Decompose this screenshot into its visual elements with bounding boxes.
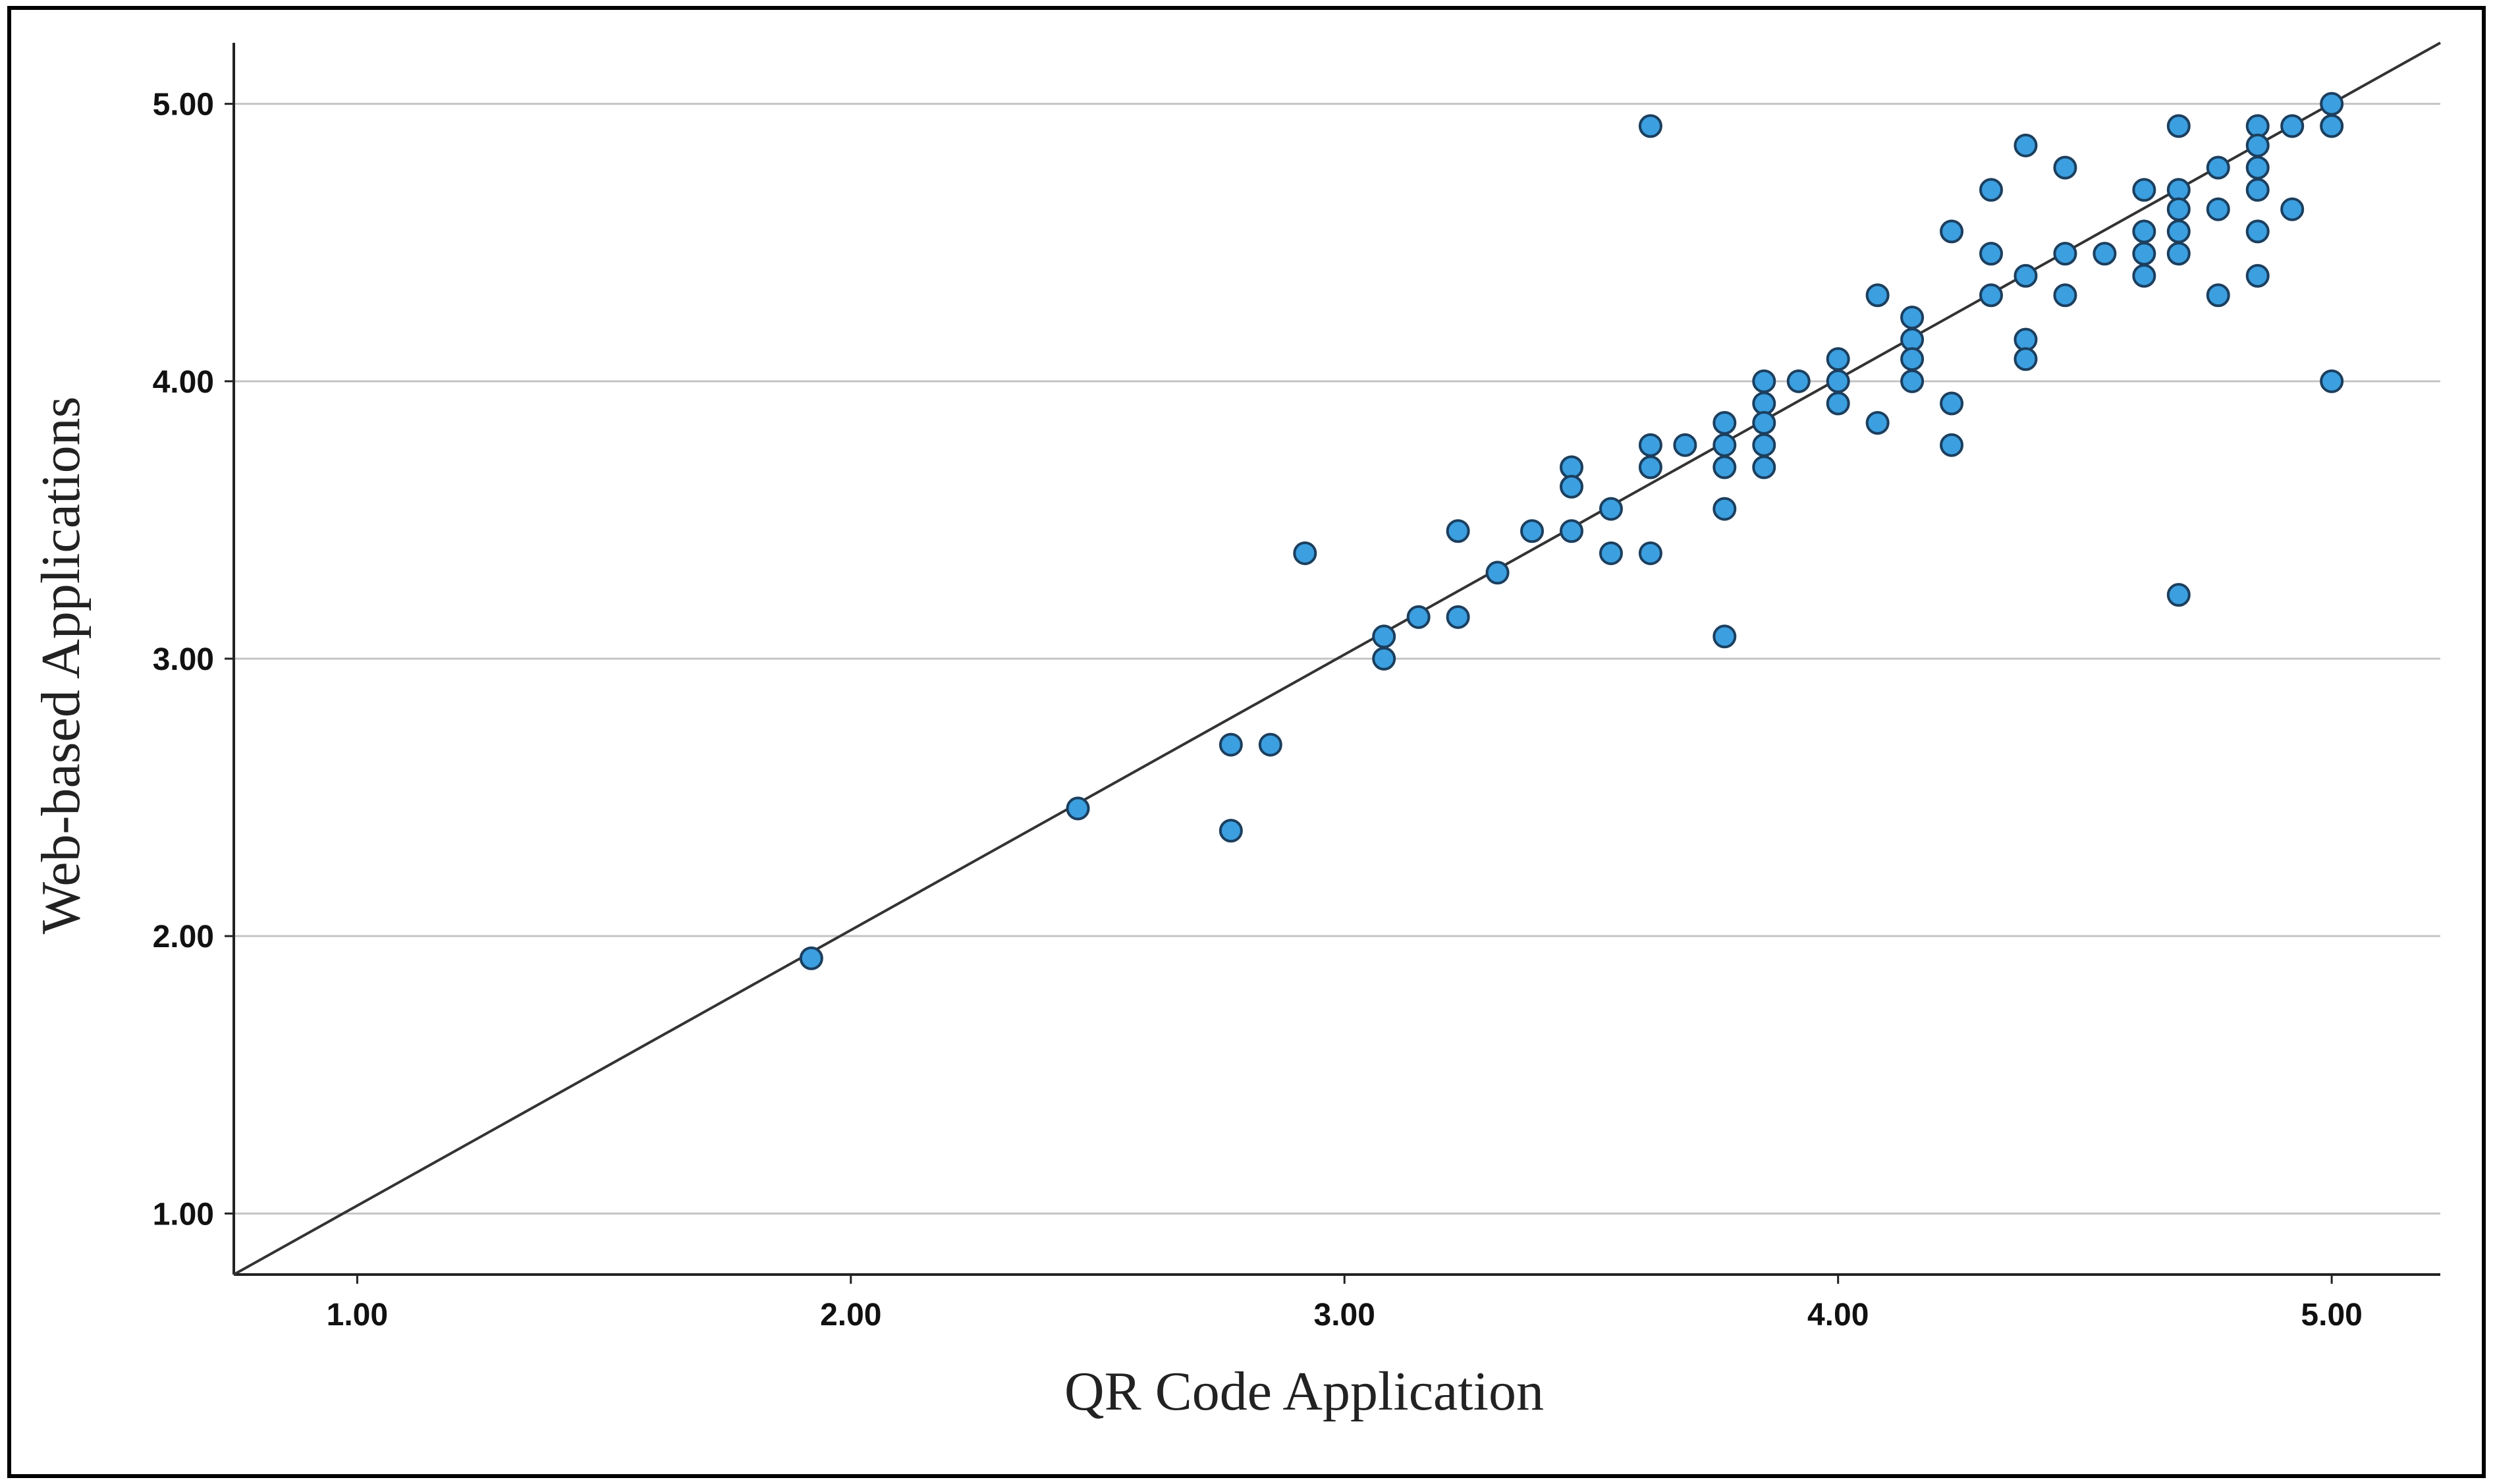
data-point-9: [1446, 605, 1470, 629]
data-point-48: [1979, 283, 2004, 308]
data-point-51: [2014, 327, 2038, 352]
data-point-58: [2132, 219, 2156, 244]
data-point-22: [1673, 433, 1697, 457]
data-point-67: [2206, 155, 2230, 180]
data-point-60: [2132, 263, 2156, 288]
data-point-50: [2014, 263, 2038, 288]
data-point-37: [1865, 283, 1890, 308]
data-point-72: [2245, 155, 2270, 180]
x-axis-ticks: 1.00 2.00 3.00 4.00 5.00: [327, 1275, 2363, 1333]
data-point-29: [1752, 391, 1776, 416]
data-point-31: [1752, 433, 1776, 457]
data-point-32: [1752, 455, 1776, 480]
data-point-46: [1979, 178, 2004, 202]
data-point-45: [1940, 433, 1964, 457]
data-point-30: [1752, 411, 1776, 435]
data-point-64: [2166, 219, 2191, 244]
data-point-57: [2132, 178, 2156, 202]
x-tick-label-3: 4.00: [1807, 1298, 1869, 1333]
y-axis-ticks: 1.00 2.00 3.00 4.00 5.00: [153, 88, 234, 1232]
data-point-80: [2320, 369, 2344, 393]
y-tick-label-4: 5.00: [153, 88, 214, 123]
figure-frame: [7, 6, 2486, 1478]
data-point-35: [1826, 369, 1850, 393]
data-point-0: [799, 946, 823, 970]
data-point-5: [1293, 541, 1317, 565]
data-point-39: [1900, 305, 1925, 329]
y-tick-label-2: 3.00: [153, 642, 214, 677]
data-point-75: [2245, 263, 2270, 288]
data-point-78: [2320, 92, 2344, 116]
data-point-71: [2245, 133, 2270, 157]
data-point-16: [1599, 497, 1623, 521]
y-tick-label-0: 1.00: [153, 1197, 214, 1232]
data-point-41: [1900, 347, 1925, 371]
data-point-19: [1638, 433, 1662, 457]
data-points: [799, 92, 2344, 970]
data-point-42: [1900, 369, 1925, 393]
data-point-38: [1865, 411, 1890, 435]
data-point-3: [1258, 732, 1282, 757]
data-point-33: [1786, 369, 1811, 393]
x-tick-label-1: 2.00: [820, 1298, 881, 1333]
x-tick-label-0: 1.00: [327, 1298, 388, 1333]
data-point-44: [1940, 391, 1964, 416]
data-point-10: [1446, 519, 1470, 543]
data-point-56: [2093, 242, 2117, 266]
data-point-14: [1559, 474, 1583, 499]
data-point-59: [2132, 242, 2156, 266]
data-point-24: [1712, 433, 1737, 457]
data-point-40: [1900, 327, 1925, 352]
data-point-12: [1520, 519, 1545, 543]
data-point-1: [1066, 796, 1090, 821]
data-point-28: [1752, 369, 1776, 393]
data-point-11: [1485, 561, 1510, 585]
data-point-55: [2053, 283, 2077, 308]
data-point-8: [1406, 605, 1431, 629]
y-axis-title: Web-based Applications: [30, 397, 92, 935]
data-point-2: [1219, 732, 1243, 757]
data-point-79: [2320, 114, 2344, 138]
data-point-76: [2280, 114, 2305, 138]
y-tick-label-1: 2.00: [153, 920, 214, 954]
data-point-74: [2245, 219, 2270, 244]
x-tick-label-2: 3.00: [1314, 1298, 1375, 1333]
data-point-25: [1712, 455, 1737, 480]
data-point-69: [2206, 283, 2230, 308]
data-point-15: [1559, 519, 1583, 543]
y-tick-label-3: 4.00: [153, 365, 214, 400]
data-point-27: [1712, 624, 1737, 649]
data-point-54: [2053, 242, 2077, 266]
data-point-26: [1712, 497, 1737, 521]
data-point-7: [1372, 647, 1396, 671]
data-point-65: [2166, 242, 2191, 266]
data-point-23: [1712, 411, 1737, 435]
data-point-63: [2166, 197, 2191, 221]
data-point-13: [1559, 455, 1583, 480]
data-point-34: [1826, 347, 1850, 371]
data-point-20: [1638, 455, 1662, 480]
data-point-66: [2166, 583, 2191, 607]
data-point-36: [1826, 391, 1850, 416]
data-point-49: [2014, 133, 2038, 157]
data-point-4: [1219, 819, 1243, 843]
data-point-6: [1372, 624, 1396, 649]
x-tick-label-4: 5.00: [2301, 1298, 2362, 1333]
data-point-17: [1599, 541, 1623, 565]
data-point-43: [1940, 219, 1964, 244]
data-point-70: [2245, 114, 2270, 138]
data-point-18: [1638, 114, 1662, 138]
data-point-21: [1638, 541, 1662, 565]
x-axis-title: QR Code Application: [1064, 1361, 1544, 1422]
data-point-73: [2245, 178, 2270, 202]
data-point-62: [2166, 178, 2191, 202]
data-point-68: [2206, 197, 2230, 221]
data-point-61: [2166, 114, 2191, 138]
data-point-47: [1979, 242, 2004, 266]
data-point-77: [2280, 197, 2305, 221]
data-point-53: [2053, 155, 2077, 180]
data-point-52: [2014, 347, 2038, 371]
